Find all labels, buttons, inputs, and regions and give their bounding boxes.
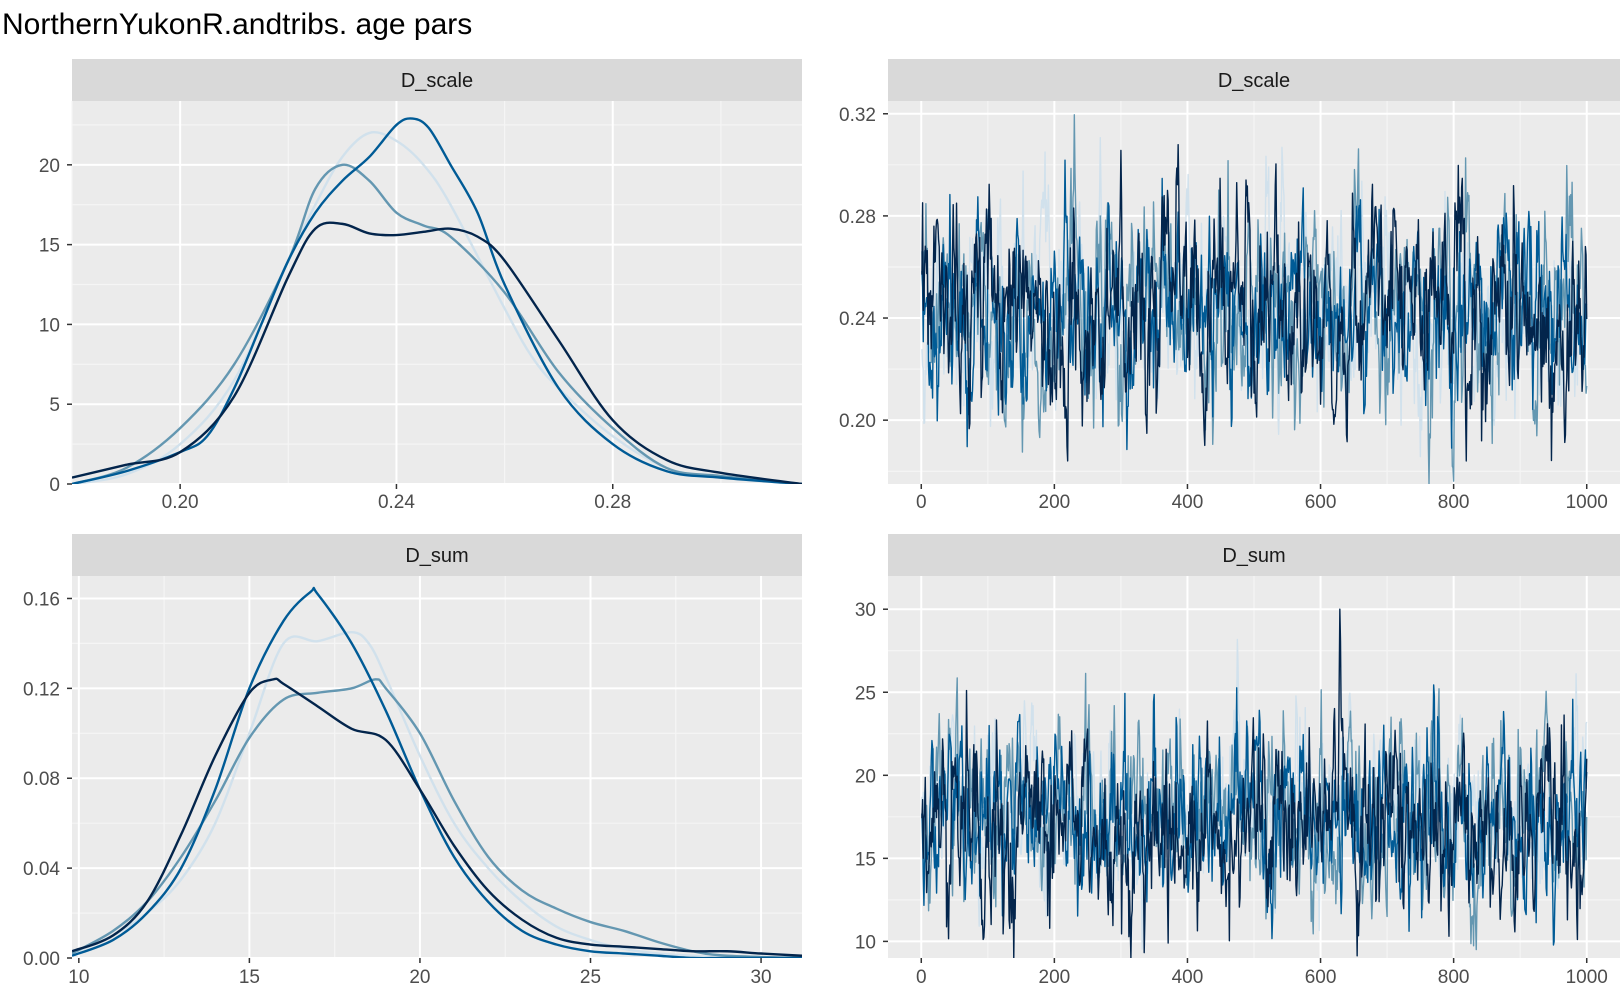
- y-tick-label: 0.08: [23, 769, 60, 790]
- x-tick-label: 15: [239, 967, 260, 988]
- strip-background: [888, 534, 1620, 576]
- y-tick-label: 10: [855, 932, 876, 953]
- trace-line-chain-3: [921, 159, 1588, 451]
- series-group: [72, 586, 802, 958]
- x-tick-label: 0: [916, 492, 927, 513]
- x-tick-label: 200: [1039, 492, 1071, 513]
- x-tick-label: 600: [1305, 967, 1337, 988]
- y-tick-label: 0.24: [839, 309, 876, 330]
- y-tick-label: 0.32: [839, 105, 876, 126]
- density-panel-d-scale: D_scale 0.20 0.24 0.28 0 5 10 15 20: [39, 59, 802, 513]
- x-tick-label: 10: [68, 967, 89, 988]
- series-group: [921, 114, 1588, 484]
- y-tick-label: 0.04: [23, 859, 60, 880]
- y-tick-label: 0.00: [23, 949, 60, 970]
- y-tick-label: 30: [855, 600, 876, 621]
- x-tick-label: 25: [580, 967, 601, 988]
- series-group: [921, 608, 1588, 958]
- density-line-chain-4: [72, 677, 802, 957]
- x-tick-label: 0.28: [594, 492, 631, 513]
- y-tick-label: 0.20: [839, 411, 876, 432]
- y-tick-label: 15: [855, 849, 876, 870]
- x-tick-label: 20: [409, 967, 430, 988]
- strip-background: [72, 59, 802, 101]
- y-tick-label: 20: [855, 766, 876, 787]
- strip-label: D_sum: [405, 545, 468, 567]
- y-tick-label: 20: [39, 156, 60, 177]
- density-panel-d-sum: D_sum 10 15 20 25 30 0.00 0.04 0.08 0.12 0.16: [23, 534, 802, 988]
- x-tick-label: 30: [750, 967, 771, 988]
- y-tick-label: 0: [49, 475, 60, 496]
- density-line-chain-1: [72, 131, 802, 484]
- y-tick-label: 0.12: [23, 679, 60, 700]
- trace-line-chain-4: [921, 143, 1588, 462]
- y-tick-label: 10: [39, 315, 60, 336]
- x-tick-label: 0: [916, 967, 927, 988]
- density-line-chain-3: [72, 586, 802, 958]
- series-group: [72, 117, 802, 484]
- x-tick-label: 1000: [1566, 492, 1608, 513]
- x-tick-label: 600: [1305, 492, 1337, 513]
- x-tick-label: 400: [1172, 967, 1204, 988]
- x-tick-label: 200: [1039, 967, 1071, 988]
- x-tick-label: 0.24: [378, 492, 415, 513]
- y-tick-label: 0.16: [23, 589, 60, 610]
- y-tick-label: 25: [855, 683, 876, 704]
- density-line-chain-4: [72, 221, 802, 484]
- density-line-chain-2: [72, 163, 802, 484]
- strip-background: [72, 534, 802, 576]
- page-title: NorthernYukonR.andtribs. age pars: [2, 8, 473, 41]
- x-tick-label: 0.20: [162, 492, 199, 513]
- strip-label: D_sum: [1222, 545, 1285, 567]
- y-tick-label: 5: [49, 395, 60, 416]
- x-tick-label: 1000: [1566, 967, 1608, 988]
- strip-label: D_scale: [401, 70, 473, 92]
- trace-line-chain-4: [921, 608, 1588, 958]
- trace-panel-d-sum: D_sum 0 200 400 600 800 1000 10 15 20 25 30: [855, 534, 1620, 988]
- x-tick-label: 400: [1172, 492, 1204, 513]
- strip-label: D_scale: [1218, 70, 1290, 92]
- y-tick-label: 0.28: [839, 207, 876, 228]
- y-tick-label: 15: [39, 236, 60, 257]
- trace-panel-d-scale: D_scale 0 200 400 600 800 1000 0.20 0.24 0.28 0.32: [839, 59, 1620, 513]
- x-tick-label: 800: [1438, 967, 1470, 988]
- x-tick-label: 800: [1438, 492, 1470, 513]
- strip-background: [888, 59, 1620, 101]
